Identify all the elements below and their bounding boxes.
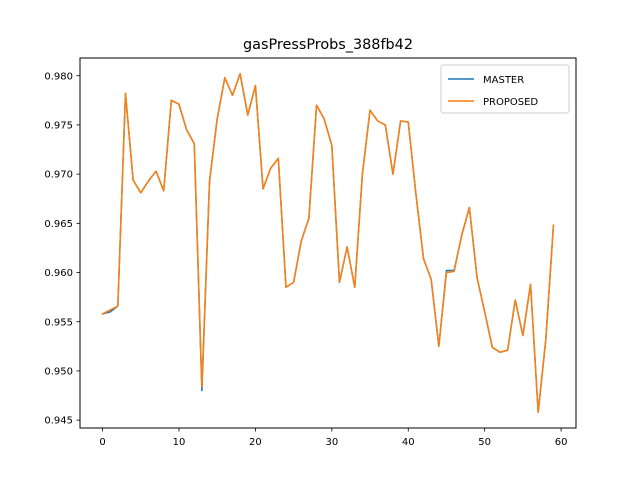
y-tick-label: 0.980 [44, 71, 73, 82]
legend-label-proposed: PROPOSED [483, 97, 538, 108]
x-tick-label: 20 [249, 437, 262, 448]
x-tick-label: 10 [173, 437, 186, 448]
x-tick-label: 30 [325, 437, 338, 448]
x-tick-label: 60 [555, 437, 568, 448]
y-tick-label: 0.950 [44, 367, 73, 378]
x-tick-label: 0 [99, 437, 105, 448]
y-tick-label: 0.955 [44, 317, 73, 328]
y-tick-label: 0.945 [44, 416, 73, 427]
y-tick-label: 0.970 [44, 170, 73, 181]
x-axis-ticks: 0 10 20 30 40 50 60 [99, 428, 567, 448]
plot-frame [79, 57, 577, 429]
y-tick-label: 0.975 [44, 121, 73, 132]
x-tick-label: 40 [402, 437, 415, 448]
y-tick-label: 0.965 [44, 219, 73, 230]
x-tick-label: 50 [478, 437, 491, 448]
legend-label-master: MASTER [483, 75, 524, 86]
y-axis-ticks: 0.945 0.950 0.955 0.960 0.965 0.970 0.975 0.980 [44, 71, 80, 427]
series-line-proposed [101, 72, 555, 414]
legend: MASTER PROPOSED [440, 64, 570, 114]
y-tick-label: 0.960 [44, 268, 73, 279]
chart-title: gasPressProbs_388fb42 [243, 37, 413, 53]
plot-area [101, 72, 555, 414]
